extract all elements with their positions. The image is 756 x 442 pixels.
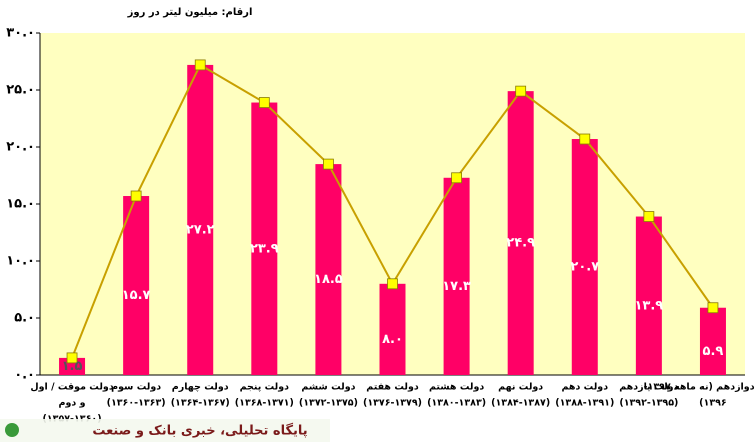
value-label: ۱.۵	[62, 359, 83, 374]
x-tick-label: و دوم	[59, 398, 86, 409]
marker	[194, 59, 206, 71]
bar	[59, 357, 86, 375]
bar	[443, 177, 470, 375]
value-label: ۲۳.۹	[250, 241, 279, 256]
x-tick-label: دولت یازدهم	[619, 382, 678, 393]
value-label: ۵.۹	[703, 344, 724, 359]
bar	[635, 216, 662, 375]
x-tick-label: دولت نهم	[498, 382, 543, 393]
x-tick-label: (۱۳۸۰-۱۳۸۳)	[427, 398, 486, 409]
bar	[571, 139, 598, 375]
watermark-box	[0, 419, 330, 442]
x-tick-label: (۱۳۶۴-۱۳۶۷)	[171, 398, 230, 409]
bar	[315, 164, 342, 375]
y-tick-label: ۲۰.۰	[6, 140, 35, 155]
x-tick-label: (۱۳۷۲-۱۳۷۵)	[299, 398, 358, 409]
marker	[515, 85, 527, 97]
marker	[66, 352, 78, 364]
x-tick-label: (۱۳۸۸-۱۳۹۱)	[555, 398, 614, 409]
bar	[251, 102, 278, 375]
value-label: ۱۵.۷	[122, 288, 151, 303]
x-tick-label: دولت دوازدهم (نه ماهه ۱۳۹۷-	[644, 382, 756, 393]
marker	[323, 158, 334, 170]
y-tick-label: ۲۵.۰	[6, 83, 35, 98]
x-tick-label: (۱۳۷۶-۱۳۷۹)	[363, 398, 422, 409]
marker	[258, 97, 270, 108]
value-label: ۱۷.۳	[442, 279, 471, 294]
x-tick-label: (۱۳۹۲-۱۳۹۵)	[619, 398, 678, 409]
y-tick-label: ۱۵.۰	[6, 197, 35, 212]
value-label: ۱۸.۵	[314, 272, 343, 287]
y-tick-label: ۵.۰	[14, 311, 35, 326]
value-label: ۲۰.۷	[570, 260, 599, 275]
x-tick-label: دولت هفتم	[366, 382, 419, 393]
x-tick-label: دولت پنجم	[240, 382, 290, 393]
x-tick-label: دولت موقت / اول	[30, 382, 113, 393]
marker	[707, 302, 719, 314]
marker	[451, 172, 462, 184]
x-tick-label: دولت سوم	[111, 382, 161, 393]
marker	[387, 278, 398, 290]
value-label: ۲۷.۲	[186, 222, 215, 237]
x-tick-label: دولت چهارم	[172, 382, 229, 393]
x-tick-label: (۱۳۶۰-۱۳۶۳)	[107, 398, 166, 409]
bar	[123, 196, 150, 375]
x-tick-label: ۱۳۹۶)	[699, 398, 727, 409]
value-label: ۱۳.۹	[634, 298, 663, 313]
x-tick-label: دولت هشتم	[429, 382, 484, 393]
bar	[187, 64, 214, 376]
value-label: ۲۴.۹	[506, 236, 535, 251]
bar	[699, 307, 726, 375]
marker	[579, 133, 591, 145]
value-label: ۸.۰	[382, 332, 403, 347]
watermark: پایگاه تحلیلی، خبری بانک و صنعت	[92, 423, 307, 439]
bar	[507, 91, 534, 375]
unit-note: ارقام: میلیون لیتر در روز	[127, 7, 253, 18]
y-tick-label: ۰.۰	[14, 368, 35, 383]
x-tick-label: دولت ششم	[301, 382, 355, 393]
y-tick-label: ۱۰.۰	[6, 254, 35, 269]
marker	[130, 190, 142, 202]
y-tick-label: ۳۰.۰	[6, 26, 35, 41]
watermark-logo	[5, 423, 19, 437]
marker	[643, 211, 655, 222]
x-tick-label: دولت دهم	[561, 382, 608, 393]
bar	[379, 283, 406, 375]
x-tick-label: (۱۳۸۴-۱۳۸۷)	[491, 398, 550, 409]
x-tick-label: (۱۳۶۸-۱۳۷۱)	[235, 398, 294, 409]
